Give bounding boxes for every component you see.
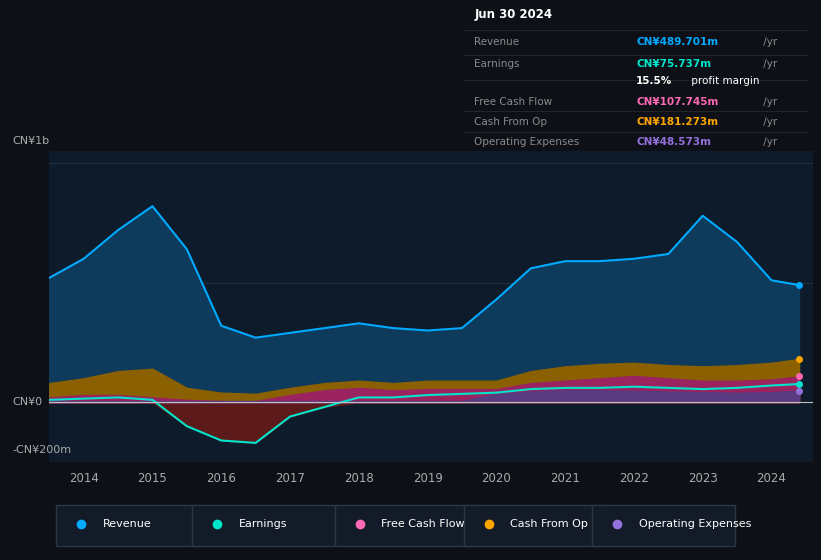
Text: 2020: 2020 bbox=[481, 472, 511, 486]
Text: 15.5%: 15.5% bbox=[636, 77, 672, 86]
Text: CN¥181.273m: CN¥181.273m bbox=[636, 117, 718, 127]
Text: CN¥489.701m: CN¥489.701m bbox=[636, 37, 718, 47]
Text: Jun 30 2024: Jun 30 2024 bbox=[475, 8, 553, 21]
Text: 2014: 2014 bbox=[69, 472, 99, 486]
Text: 2018: 2018 bbox=[344, 472, 374, 486]
Text: /yr: /yr bbox=[760, 37, 777, 47]
Text: 2022: 2022 bbox=[619, 472, 649, 486]
Text: Earnings: Earnings bbox=[239, 519, 287, 529]
Text: 2023: 2023 bbox=[688, 472, 718, 486]
Text: /yr: /yr bbox=[760, 59, 777, 69]
Text: Free Cash Flow: Free Cash Flow bbox=[382, 519, 465, 529]
Text: 2019: 2019 bbox=[413, 472, 443, 486]
Text: CN¥48.573m: CN¥48.573m bbox=[636, 137, 711, 147]
FancyBboxPatch shape bbox=[464, 505, 607, 546]
Text: Earnings: Earnings bbox=[475, 59, 520, 69]
FancyBboxPatch shape bbox=[57, 505, 200, 546]
Text: /yr: /yr bbox=[760, 97, 777, 107]
Text: Cash From Op: Cash From Op bbox=[510, 519, 588, 529]
Text: CN¥0: CN¥0 bbox=[12, 397, 43, 407]
Text: Cash From Op: Cash From Op bbox=[475, 117, 548, 127]
Text: Operating Expenses: Operating Expenses bbox=[475, 137, 580, 147]
Text: /yr: /yr bbox=[760, 137, 777, 147]
FancyBboxPatch shape bbox=[592, 505, 735, 546]
Text: Operating Expenses: Operating Expenses bbox=[639, 519, 751, 529]
Text: 2024: 2024 bbox=[757, 472, 787, 486]
Text: Free Cash Flow: Free Cash Flow bbox=[475, 97, 553, 107]
Text: 2021: 2021 bbox=[550, 472, 580, 486]
Text: /yr: /yr bbox=[760, 117, 777, 127]
FancyBboxPatch shape bbox=[335, 505, 478, 546]
FancyBboxPatch shape bbox=[192, 505, 335, 546]
Text: profit margin: profit margin bbox=[688, 77, 759, 86]
Text: CN¥1b: CN¥1b bbox=[12, 136, 49, 146]
Text: 2016: 2016 bbox=[206, 472, 236, 486]
Text: 2015: 2015 bbox=[138, 472, 167, 486]
Text: Revenue: Revenue bbox=[103, 519, 152, 529]
Text: 2017: 2017 bbox=[275, 472, 305, 486]
Text: Revenue: Revenue bbox=[475, 37, 520, 47]
Text: CN¥75.737m: CN¥75.737m bbox=[636, 59, 712, 69]
Text: CN¥107.745m: CN¥107.745m bbox=[636, 97, 718, 107]
Text: -CN¥200m: -CN¥200m bbox=[12, 445, 71, 455]
